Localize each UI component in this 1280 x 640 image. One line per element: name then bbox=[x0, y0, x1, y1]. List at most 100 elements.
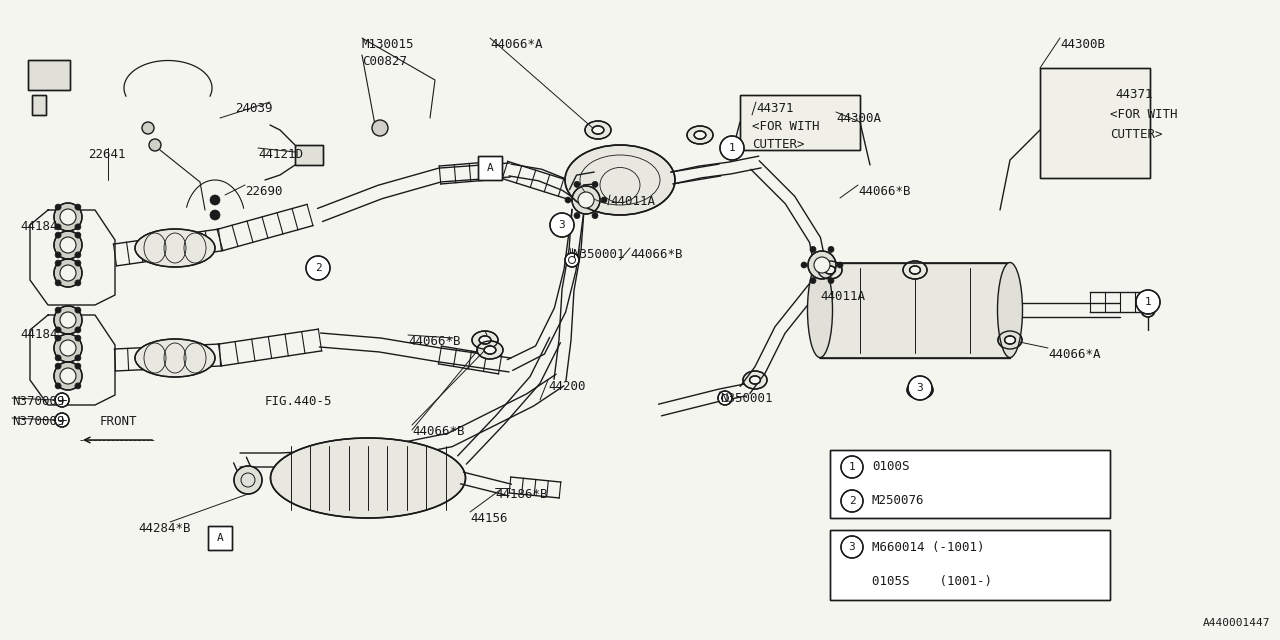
Bar bbox=[829, 530, 1110, 600]
Circle shape bbox=[55, 335, 61, 341]
Text: 44066*A: 44066*A bbox=[490, 38, 543, 51]
Circle shape bbox=[719, 136, 744, 160]
Text: 44371: 44371 bbox=[1115, 88, 1152, 101]
Ellipse shape bbox=[998, 331, 1021, 349]
Text: 24039: 24039 bbox=[236, 102, 273, 115]
Circle shape bbox=[76, 335, 81, 341]
Circle shape bbox=[55, 383, 61, 389]
Text: 3: 3 bbox=[849, 542, 855, 552]
Bar bbox=[1039, 68, 1149, 178]
Text: 44300A: 44300A bbox=[836, 112, 881, 125]
Circle shape bbox=[55, 252, 61, 258]
Ellipse shape bbox=[818, 261, 842, 279]
Circle shape bbox=[60, 312, 76, 328]
Ellipse shape bbox=[477, 341, 503, 359]
Circle shape bbox=[55, 363, 61, 369]
Circle shape bbox=[808, 251, 836, 279]
Circle shape bbox=[60, 209, 76, 225]
Text: FIG.440-5: FIG.440-5 bbox=[265, 395, 333, 408]
Text: 44121D: 44121D bbox=[259, 148, 303, 161]
Ellipse shape bbox=[134, 229, 215, 267]
Text: M130015: M130015 bbox=[362, 38, 415, 51]
Circle shape bbox=[55, 393, 69, 407]
Text: 44186*B: 44186*B bbox=[495, 488, 548, 501]
Circle shape bbox=[54, 362, 82, 390]
Text: 1: 1 bbox=[728, 143, 736, 153]
Circle shape bbox=[573, 212, 580, 219]
Circle shape bbox=[54, 231, 82, 259]
Text: 22690: 22690 bbox=[244, 185, 283, 198]
Text: FRONT: FRONT bbox=[100, 415, 137, 428]
Circle shape bbox=[550, 213, 573, 237]
Text: 44184: 44184 bbox=[20, 328, 58, 341]
Bar bbox=[740, 95, 860, 150]
Text: 44371: 44371 bbox=[756, 102, 794, 115]
Circle shape bbox=[210, 210, 220, 220]
Text: 44284*B: 44284*B bbox=[138, 522, 191, 535]
Text: N350001: N350001 bbox=[572, 248, 625, 261]
Circle shape bbox=[54, 203, 82, 231]
Circle shape bbox=[564, 197, 571, 203]
Text: A: A bbox=[486, 163, 493, 173]
Circle shape bbox=[564, 253, 579, 267]
Ellipse shape bbox=[908, 381, 933, 399]
Text: 1: 1 bbox=[1144, 297, 1152, 307]
Ellipse shape bbox=[902, 261, 927, 279]
Bar bbox=[32, 95, 46, 115]
Circle shape bbox=[591, 181, 598, 188]
Circle shape bbox=[54, 334, 82, 362]
Bar bbox=[820, 262, 1010, 358]
Circle shape bbox=[55, 327, 61, 333]
Circle shape bbox=[210, 195, 220, 205]
Text: 44066*B: 44066*B bbox=[858, 185, 910, 198]
Ellipse shape bbox=[484, 346, 495, 354]
Ellipse shape bbox=[694, 131, 705, 139]
Circle shape bbox=[810, 246, 817, 252]
Circle shape bbox=[1140, 303, 1155, 317]
Circle shape bbox=[828, 278, 835, 284]
Text: 44184: 44184 bbox=[20, 220, 58, 233]
Bar bbox=[1039, 68, 1149, 178]
Text: CUTTER>: CUTTER> bbox=[753, 138, 805, 151]
Circle shape bbox=[76, 363, 81, 369]
Text: N370009: N370009 bbox=[12, 415, 64, 428]
Bar bbox=[829, 450, 1110, 518]
Text: 44066*B: 44066*B bbox=[408, 335, 461, 348]
Circle shape bbox=[148, 139, 161, 151]
Text: M250076: M250076 bbox=[872, 495, 924, 508]
Ellipse shape bbox=[742, 371, 767, 389]
Circle shape bbox=[573, 181, 580, 188]
Bar bbox=[32, 95, 46, 115]
Text: 44200: 44200 bbox=[548, 380, 585, 393]
Circle shape bbox=[76, 232, 81, 238]
Bar bbox=[207, 526, 232, 550]
Bar bbox=[740, 95, 860, 150]
Text: 44011A: 44011A bbox=[820, 290, 865, 303]
Ellipse shape bbox=[808, 262, 832, 358]
Circle shape bbox=[60, 265, 76, 281]
Circle shape bbox=[55, 224, 61, 230]
Ellipse shape bbox=[910, 266, 920, 274]
Text: M660014 (-1001): M660014 (-1001) bbox=[872, 541, 984, 554]
Circle shape bbox=[55, 260, 61, 266]
Circle shape bbox=[55, 413, 69, 427]
Ellipse shape bbox=[472, 331, 498, 349]
Ellipse shape bbox=[824, 266, 836, 274]
Text: 44066*B: 44066*B bbox=[412, 425, 465, 438]
Circle shape bbox=[234, 466, 262, 494]
Ellipse shape bbox=[750, 376, 760, 384]
Bar bbox=[28, 60, 70, 90]
Ellipse shape bbox=[479, 336, 490, 344]
Bar bbox=[294, 145, 323, 165]
Bar bbox=[294, 145, 323, 165]
Circle shape bbox=[306, 256, 330, 280]
Text: 2: 2 bbox=[849, 496, 855, 506]
Ellipse shape bbox=[1005, 336, 1015, 344]
Circle shape bbox=[54, 259, 82, 287]
Circle shape bbox=[54, 306, 82, 334]
Text: CUTTER>: CUTTER> bbox=[1110, 128, 1162, 141]
Circle shape bbox=[602, 197, 607, 203]
Circle shape bbox=[55, 280, 61, 286]
Circle shape bbox=[76, 260, 81, 266]
Circle shape bbox=[55, 307, 61, 313]
